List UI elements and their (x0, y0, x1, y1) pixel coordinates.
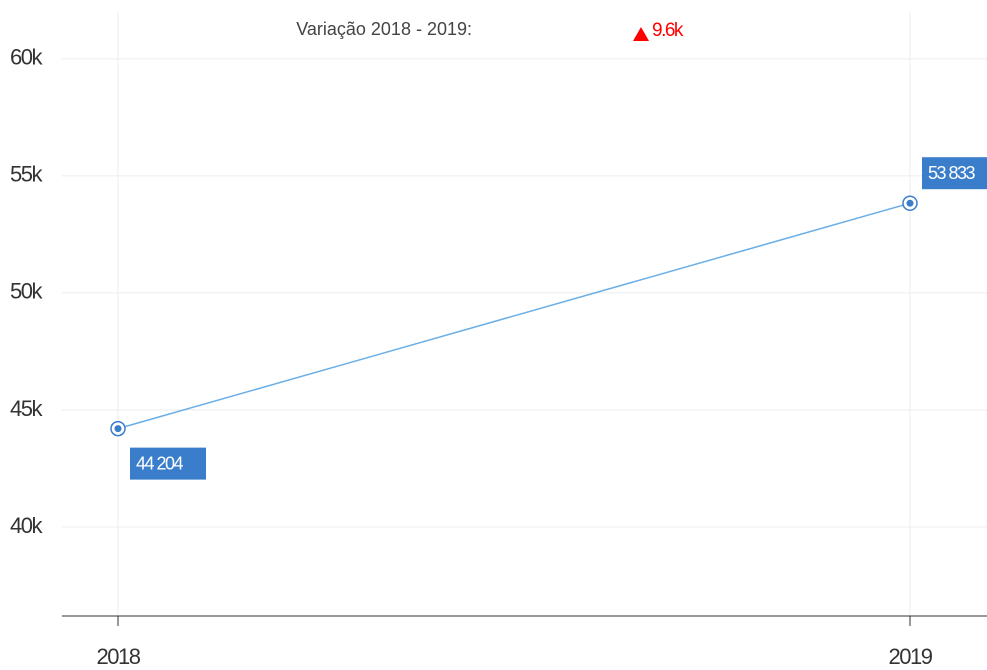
value-label-bg (130, 447, 206, 480)
y-tick-label: 55k (10, 162, 43, 187)
value-label: 44 204 (136, 453, 184, 473)
point (114, 425, 122, 433)
y-tick-label: 45k (10, 396, 43, 421)
value-label-bg (922, 157, 987, 190)
y-tick-label: 50k (10, 279, 43, 304)
value-label: 53 833 (928, 163, 976, 183)
point (906, 199, 914, 207)
annotation: Variação 2018 - 2019: (296, 19, 472, 39)
line (117, 202, 911, 430)
y-tick-label: 40k (10, 513, 43, 538)
up-arrow (633, 27, 649, 41)
y-tick-label: 60k (10, 45, 43, 70)
annotation-change: 9.6k (652, 20, 684, 41)
x-tick-label: 2019 (889, 644, 933, 669)
x-tick-label: 2018 (97, 644, 141, 669)
